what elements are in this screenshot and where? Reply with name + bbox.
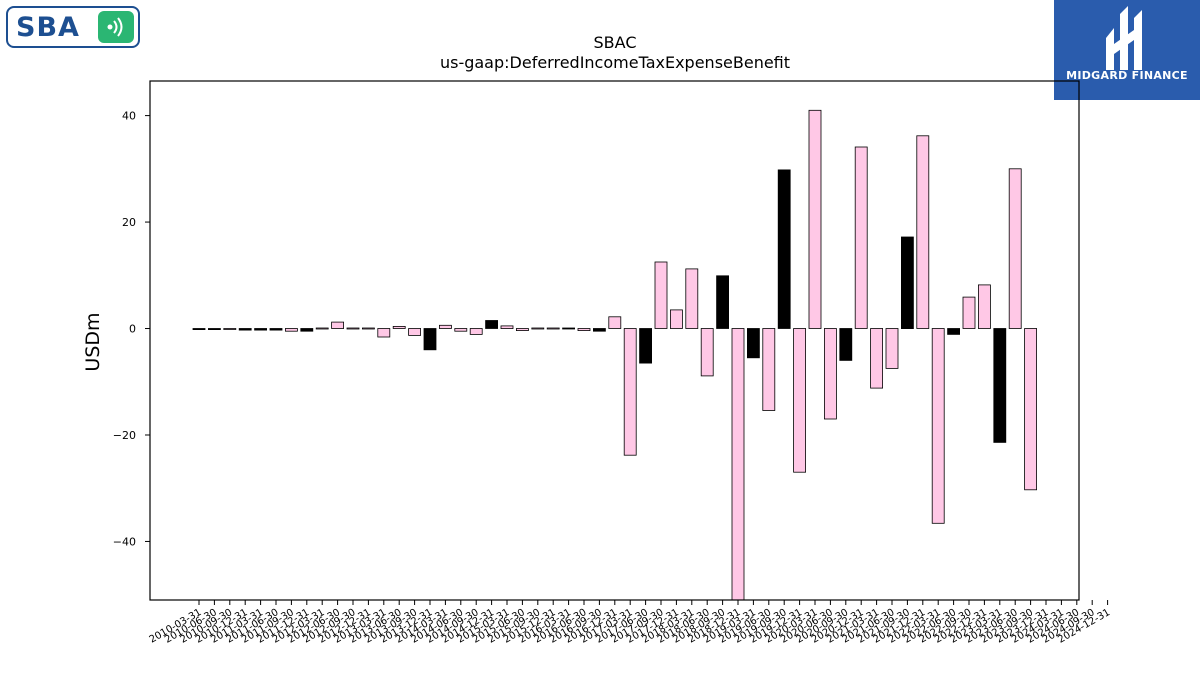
midgard-finance-logo: MIDGARD FINANCE <box>1054 0 1200 100</box>
bar-2014-12-31 <box>485 320 499 329</box>
bar-2011-03-31 <box>254 328 268 331</box>
bar-2021-09-30 <box>901 236 914 329</box>
bar-2022-09-30 <box>962 296 976 329</box>
bar-2012-12-31 <box>361 327 375 330</box>
plot-frame <box>149 80 1080 601</box>
bar-2018-12-31 <box>731 328 745 601</box>
y-axis-label: USDm <box>82 312 104 371</box>
chart-title: SBAC <box>594 33 637 52</box>
bar-2019-06-30 <box>762 328 776 411</box>
bar-2021-06-30 <box>885 328 899 369</box>
bar-2021-03-31 <box>870 328 883 389</box>
bar-2019-09-30 <box>777 169 791 329</box>
bar-2020-03-31 <box>808 109 822 329</box>
y-ticks-group: −40 −20 0 20 40 <box>113 110 150 548</box>
bar-2023-06-30 <box>1008 168 1022 329</box>
bar-2016-12-31 <box>608 316 622 329</box>
bar-2014-06-30 <box>454 328 468 332</box>
midgard-emblem-icon <box>1106 6 1142 70</box>
y-tick-label: −40 <box>113 535 136 548</box>
bar-2017-06-30 <box>639 328 652 364</box>
bar-2012-09-30 <box>346 327 360 330</box>
bar-2010-06-30 <box>207 328 221 331</box>
x-ticks-group: 2010-03-312010-06-302010-09-302010-12-31… <box>148 600 1112 646</box>
bar-2013-12-31 <box>423 328 437 351</box>
bar-2010-12-31 <box>238 328 252 331</box>
bar-2013-03-31 <box>377 328 391 338</box>
bar-2022-12-31 <box>978 284 991 329</box>
midgard-brand-text: MIDGARD FINANCE <box>1066 69 1188 82</box>
bar-2014-09-30 <box>469 328 483 335</box>
bar-2019-12-31 <box>793 328 806 473</box>
bar-2010-03-31 <box>192 328 206 331</box>
bar-2012-03-31 <box>315 327 329 330</box>
bar-2015-09-30 <box>531 327 545 330</box>
bar-2015-12-31 <box>546 327 560 330</box>
bar-2018-09-30 <box>716 275 729 329</box>
bar-2013-06-30 <box>392 325 406 329</box>
bar-2013-09-30 <box>408 328 422 336</box>
bar-2016-09-30 <box>593 328 606 332</box>
bar-2010-09-30 <box>223 328 237 330</box>
chart-subtitle: us-gaap:DeferredIncomeTaxExpenseBenefit <box>440 53 790 72</box>
bar-2016-06-30 <box>577 328 591 331</box>
bar-2011-09-30 <box>284 328 298 332</box>
bar-2017-03-31 <box>623 328 637 456</box>
bar-2020-12-31 <box>854 146 868 329</box>
y-tick-label: 0 <box>129 323 136 336</box>
y-tick-label: 20 <box>122 216 136 229</box>
bar-2015-06-30 <box>516 328 529 331</box>
bar-2023-09-30 <box>1024 328 1037 491</box>
bar-2020-09-30 <box>839 328 853 361</box>
sba-signal-icon <box>98 11 134 43</box>
bar-2017-12-31 <box>670 309 683 329</box>
bar-2018-03-31 <box>685 268 699 329</box>
bar-2015-03-31 <box>500 325 514 329</box>
bar-2020-06-30 <box>824 328 837 420</box>
bar-2016-03-31 <box>562 327 575 330</box>
bar-2022-03-31 <box>931 328 945 524</box>
bar-2018-06-30 <box>700 328 714 377</box>
bar-2011-06-30 <box>269 328 283 331</box>
bar-2012-06-30 <box>331 321 345 329</box>
sba-logo-text: SBA <box>16 12 80 43</box>
bar-2014-03-31 <box>438 324 452 329</box>
sba-logo: SBA <box>6 6 140 48</box>
bar-2022-06-30 <box>947 328 960 335</box>
bars-group <box>192 109 1037 601</box>
bar-2017-09-30 <box>654 261 668 329</box>
y-tick-label: 40 <box>122 110 136 123</box>
bar-2019-03-31 <box>747 328 760 359</box>
y-tick-label: −20 <box>113 429 136 442</box>
bar-2011-12-31 <box>300 328 314 332</box>
bar-2021-12-31 <box>916 135 930 329</box>
bar-2023-03-31 <box>993 328 1007 443</box>
